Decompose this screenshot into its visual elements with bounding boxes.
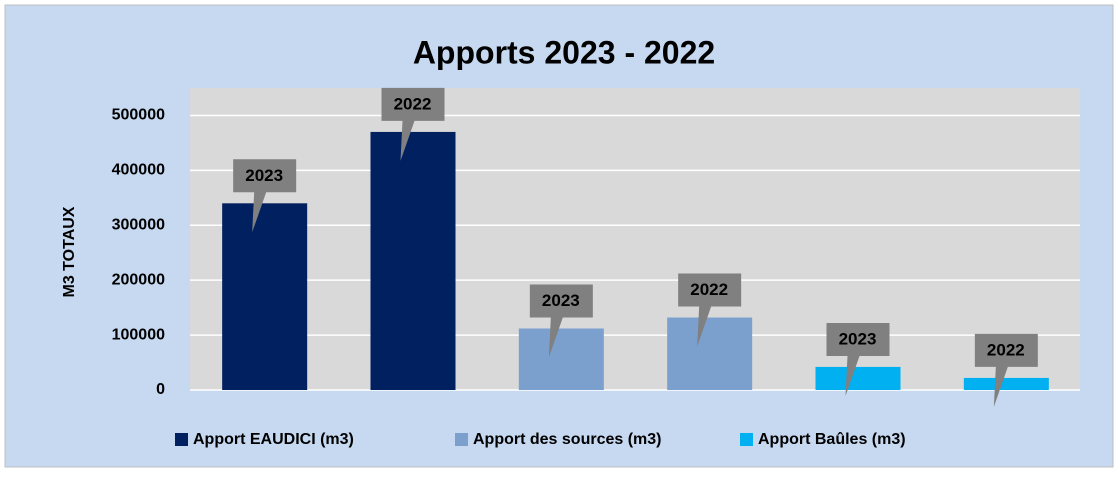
legend-swatch bbox=[740, 433, 753, 446]
legend-swatch bbox=[175, 433, 188, 446]
plot-area bbox=[190, 88, 1080, 390]
y-tick-label: 400000 bbox=[112, 162, 165, 179]
callout-label: 2022 bbox=[690, 280, 728, 299]
callout bbox=[974, 333, 1038, 407]
callout-label: 2023 bbox=[542, 291, 580, 310]
callout bbox=[233, 159, 297, 233]
bar bbox=[222, 203, 308, 390]
bar bbox=[370, 131, 456, 390]
y-tick-label: 300000 bbox=[112, 216, 165, 233]
legend-label: Apport EAUDICI (m3) bbox=[193, 431, 354, 448]
bar bbox=[963, 377, 1049, 390]
bar bbox=[815, 366, 901, 390]
callout-label: 2022 bbox=[394, 94, 432, 113]
callout bbox=[529, 284, 593, 358]
legend-label: Apport Baûles (m3) bbox=[758, 431, 906, 448]
callout bbox=[826, 322, 890, 396]
y-tick-label: 500000 bbox=[112, 107, 165, 124]
legend-swatch bbox=[455, 433, 468, 446]
legend-label: Apport des sources (m3) bbox=[473, 431, 661, 448]
y-axis-label: M3 TOTAUX bbox=[61, 206, 78, 297]
callout-label: 2023 bbox=[245, 166, 283, 185]
bar bbox=[518, 328, 604, 390]
y-tick-label: 0 bbox=[156, 381, 165, 398]
y-tick-label: 200000 bbox=[112, 271, 165, 288]
chart-title: Apports 2023 - 2022 bbox=[413, 34, 715, 70]
y-tick-label: 100000 bbox=[112, 326, 165, 343]
callout bbox=[381, 87, 445, 161]
callout-label: 2022 bbox=[987, 340, 1025, 359]
bar bbox=[667, 317, 753, 390]
callout bbox=[678, 273, 742, 347]
callout-label: 2023 bbox=[839, 329, 877, 348]
